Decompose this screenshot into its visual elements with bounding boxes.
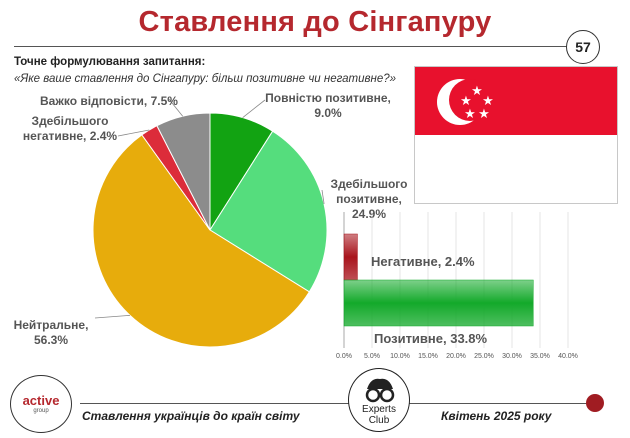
- experts-club-logo: Experts Club: [348, 368, 410, 432]
- singapore-flag: ★ ★ ★ ★ ★: [414, 66, 618, 204]
- leader-line: [242, 99, 266, 118]
- svg-text:★: ★: [478, 107, 490, 122]
- pie-slice-mostly-positive: [209, 130, 328, 293]
- leader-line: [321, 189, 325, 205]
- x-tick-label: 5.0%: [364, 353, 380, 360]
- title-divider: [14, 46, 569, 47]
- bar-chart: [343, 212, 569, 348]
- x-tick-label: 25.0%: [474, 353, 494, 360]
- question-text: «Яке ваше ставлення до Сінгапуру: більш …: [14, 73, 397, 85]
- x-tick-label: 40.0%: [558, 353, 578, 360]
- x-tick-label: 30.0%: [502, 353, 522, 360]
- bar-label-negative: Негативне, 2.4%: [371, 254, 475, 269]
- footer-divider: [80, 403, 590, 404]
- footer-dot: [586, 394, 604, 412]
- pie-label-mostly-positive: Здебільшого позитивне, 24.9%: [330, 177, 408, 221]
- glasses-icon: [365, 378, 395, 403]
- pie-chart: [92, 97, 328, 348]
- leader-line: [94, 314, 131, 319]
- x-tick-label: 15.0%: [418, 353, 438, 360]
- pie-label-fully-positive: Повністю позитивне, 9.0%: [265, 91, 391, 120]
- question-label: Точне формулювання запитання:: [14, 56, 206, 68]
- pie-label-mostly-negative: Здебільшого негативне, 2.4%: [22, 114, 118, 143]
- experts-text: Experts: [362, 404, 396, 415]
- bar-positive: [343, 279, 534, 327]
- page-number: 57: [566, 30, 600, 64]
- club-text: Club: [368, 415, 390, 426]
- crescent-stars-icon: ★ ★ ★ ★ ★: [437, 79, 494, 125]
- bar-label-positive: Позитивне, 33.8%: [374, 331, 488, 346]
- logo-text-group: group: [33, 408, 49, 414]
- pie-label-neutral: Нейтральне, 56.3%: [13, 318, 89, 347]
- logo-text-active: active: [22, 393, 60, 408]
- pie-slice-neutral: [92, 134, 310, 348]
- pie-slice-hard-to-say: [156, 112, 211, 231]
- leader-line: [167, 97, 184, 117]
- page-title: Ставлення до Сінгапуру: [138, 6, 492, 38]
- leader-line: [117, 129, 150, 137]
- bar-negative: [343, 233, 358, 281]
- x-tick-label: 0.0%: [336, 353, 352, 360]
- x-tick-label: 20.0%: [446, 353, 466, 360]
- x-tick-label: 10.0%: [390, 353, 410, 360]
- footer-survey-title: Ставлення українців до країн світу: [82, 409, 300, 423]
- svg-text:★: ★: [482, 94, 494, 109]
- svg-text:★: ★: [460, 94, 472, 109]
- svg-text:★: ★: [471, 84, 483, 99]
- footer-date: Квітень 2025 року: [441, 409, 552, 423]
- active-group-logo: active group: [10, 375, 72, 433]
- flag-white-band: [415, 135, 617, 203]
- svg-text:★: ★: [464, 107, 476, 122]
- pie-label-hard-to-say: Важко відповісти, 7.5%: [40, 94, 178, 108]
- x-tick-label: 35.0%: [530, 353, 550, 360]
